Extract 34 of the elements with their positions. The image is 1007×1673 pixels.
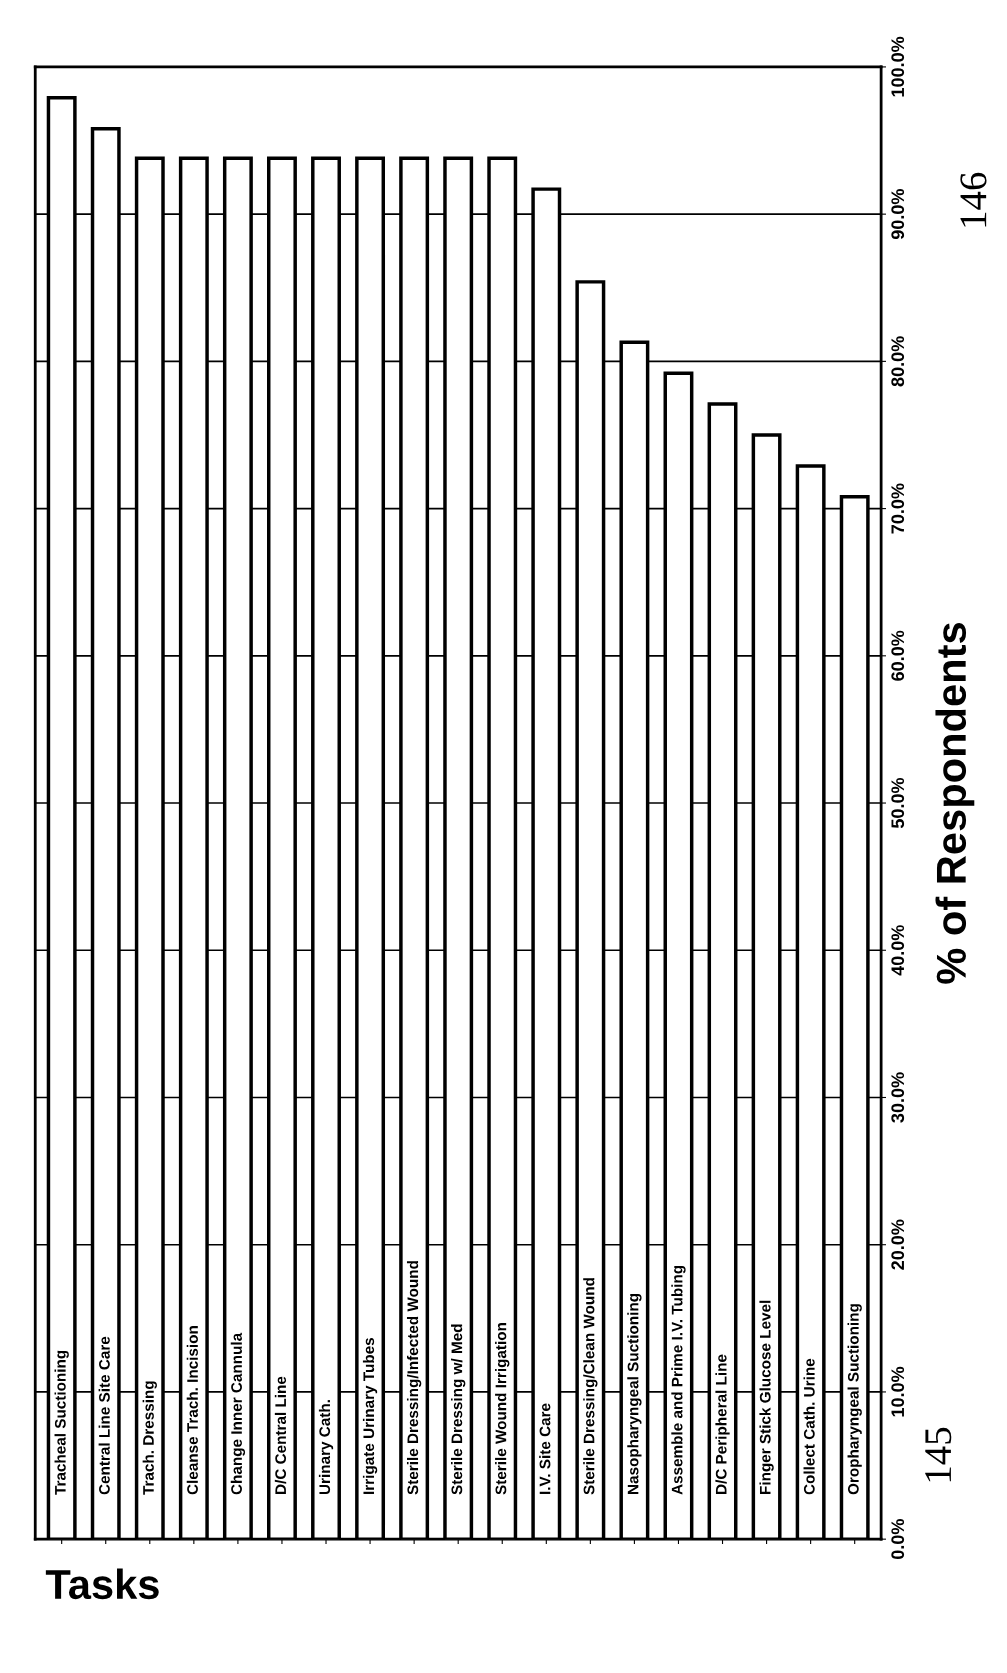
- x-tick-label: Cleanse Trach. Incision: [186, 1326, 198, 1495]
- x-tick-label: Urinary Cath.: [318, 1400, 334, 1495]
- x-tick-label: Sterile Dressing/Infected Wound: [406, 1261, 422, 1495]
- text: 146: [960, 172, 987, 227]
- x-tick-label: D/C Central Line: [274, 1376, 287, 1494]
- x-tick-label: Finger Stick Glucose Level: [759, 1300, 774, 1494]
- x-tick-label: Sterile Wound Irrigation: [495, 1323, 510, 1495]
- x-tick-label: Irrigate Urinary Tubes: [362, 1337, 378, 1494]
- x-tick-label: Central Line Site Care: [98, 1336, 110, 1495]
- y-tick-label: 10.0%: [891, 1366, 905, 1417]
- x-tick-label: D/C Peripheral Line: [715, 1354, 730, 1494]
- x-tick-label: Assemble and Prime I.V. Tubing: [671, 1265, 686, 1495]
- x-tick-label: Oropharyngeal Suctioning: [847, 1304, 862, 1495]
- x-tick-label: Tracheal Suctioning: [54, 1350, 69, 1495]
- x-tick-label: Trach. Dressing: [142, 1381, 157, 1495]
- y-tick-label: 40.0%: [891, 925, 905, 976]
- y-axis-title: % of Respondents: [935, 623, 975, 984]
- y-tick-label: 30.0%: [891, 1072, 905, 1123]
- x-tick-label: Change Inner Cannula: [230, 1332, 246, 1495]
- x-tick-label: I.V. Site Care: [539, 1403, 551, 1494]
- y-tick-label: 0.0%: [891, 1519, 905, 1560]
- x-tick-label: Sterile Dressing w/ Med: [451, 1324, 466, 1495]
- y-tick-label: 80.0%: [891, 336, 905, 387]
- x-tick-label: Collect Cath. Urine: [803, 1358, 815, 1495]
- y-tick-label: 20.0%: [891, 1219, 905, 1270]
- y-tick-label: 50.0%: [891, 777, 905, 829]
- x-tick-label: Nasopharyngeal Suctioning: [627, 1293, 642, 1494]
- y-tick-label: 60.0%: [891, 630, 905, 681]
- y-tick-label: 90.0%: [891, 189, 905, 240]
- text: 145: [925, 1427, 952, 1482]
- y-tick-label: 70.0%: [891, 483, 905, 534]
- x-axis-title: Tasks: [45, 1568, 159, 1600]
- y-tick-label: 100.0%: [891, 36, 905, 97]
- x-tick-label: Sterile Dressing/Clean Wound: [583, 1278, 598, 1495]
